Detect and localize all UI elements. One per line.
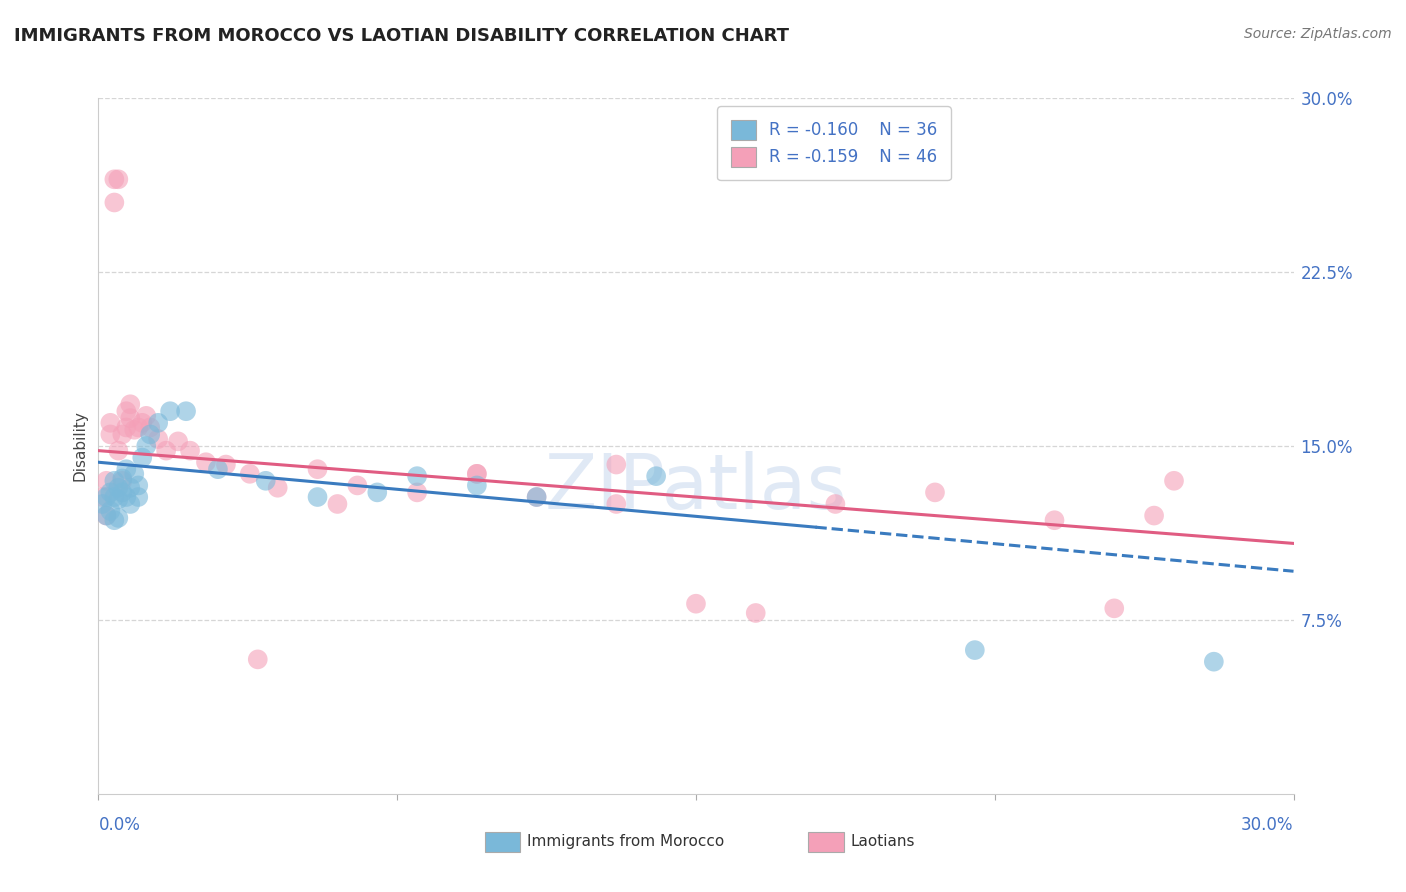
Point: [124, 467, 146, 481]
Point: [924, 485, 946, 500]
Point: [207, 462, 229, 476]
Point: [111, 474, 134, 488]
Point: [107, 492, 129, 507]
Point: [1102, 601, 1125, 615]
Point: [111, 485, 134, 500]
Point: [605, 458, 627, 472]
Point: [111, 471, 134, 485]
Point: [307, 462, 329, 476]
Point: [120, 397, 142, 411]
Point: [103, 490, 125, 504]
Text: 30.0%: 30.0%: [1241, 816, 1294, 834]
Point: [127, 478, 149, 492]
Point: [267, 481, 290, 495]
Point: [127, 420, 149, 434]
Point: [91, 497, 114, 511]
Point: [1143, 508, 1166, 523]
Point: [107, 172, 129, 186]
Point: [127, 490, 149, 504]
Point: [96, 474, 118, 488]
Point: [526, 490, 548, 504]
Text: IMMIGRANTS FROM MOROCCO VS LAOTIAN DISABILITY CORRELATION CHART: IMMIGRANTS FROM MOROCCO VS LAOTIAN DISAB…: [14, 27, 789, 45]
Point: [103, 513, 125, 527]
Point: [745, 606, 768, 620]
Point: [824, 497, 846, 511]
Point: [91, 490, 114, 504]
Point: [326, 497, 349, 511]
Point: [307, 490, 329, 504]
Point: [124, 423, 146, 437]
Point: [605, 497, 627, 511]
Point: [135, 439, 157, 453]
Point: [98, 485, 122, 500]
Point: [120, 497, 142, 511]
Legend: R = -0.160    N = 36, R = -0.159    N = 46: R = -0.160 N = 36, R = -0.159 N = 46: [717, 106, 950, 180]
Point: [465, 467, 488, 481]
Point: [98, 504, 122, 518]
Y-axis label: Disability: Disability: [72, 410, 87, 482]
Point: [139, 427, 162, 442]
Point: [96, 508, 118, 523]
Text: Immigrants from Morocco: Immigrants from Morocco: [527, 834, 724, 848]
Point: [148, 416, 170, 430]
Text: Source: ZipAtlas.com: Source: ZipAtlas.com: [1244, 27, 1392, 41]
Point: [103, 195, 125, 210]
Point: [98, 416, 122, 430]
Point: [685, 597, 707, 611]
Point: [1043, 513, 1066, 527]
Point: [103, 474, 125, 488]
Text: Laotians: Laotians: [851, 834, 915, 848]
Point: [131, 450, 153, 465]
Point: [366, 485, 388, 500]
Point: [179, 443, 201, 458]
Point: [107, 481, 129, 495]
Point: [167, 434, 190, 449]
Point: [115, 420, 138, 434]
Point: [96, 490, 118, 504]
Point: [465, 478, 488, 492]
Point: [111, 427, 134, 442]
Point: [645, 469, 668, 483]
Point: [1202, 655, 1225, 669]
Point: [98, 427, 122, 442]
Point: [159, 404, 181, 418]
Text: ZIPatlas: ZIPatlas: [544, 450, 848, 524]
Point: [139, 420, 162, 434]
Point: [115, 462, 138, 476]
Point: [465, 467, 488, 481]
Point: [194, 455, 218, 469]
Point: [215, 458, 238, 472]
Point: [107, 511, 129, 525]
Point: [103, 172, 125, 186]
Text: 0.0%: 0.0%: [98, 816, 141, 834]
Point: [406, 469, 429, 483]
Point: [406, 485, 429, 500]
Point: [115, 404, 138, 418]
Point: [254, 474, 277, 488]
Point: [155, 443, 177, 458]
Point: [526, 490, 548, 504]
Point: [246, 652, 269, 666]
Point: [120, 411, 142, 425]
Point: [963, 643, 986, 657]
Point: [96, 508, 118, 523]
Point: [239, 467, 262, 481]
Point: [115, 490, 138, 504]
Point: [135, 409, 157, 423]
Point: [120, 481, 142, 495]
Point: [174, 404, 197, 418]
Point: [346, 478, 368, 492]
Point: [1163, 474, 1185, 488]
Point: [131, 416, 153, 430]
Point: [148, 432, 170, 446]
Point: [107, 443, 129, 458]
